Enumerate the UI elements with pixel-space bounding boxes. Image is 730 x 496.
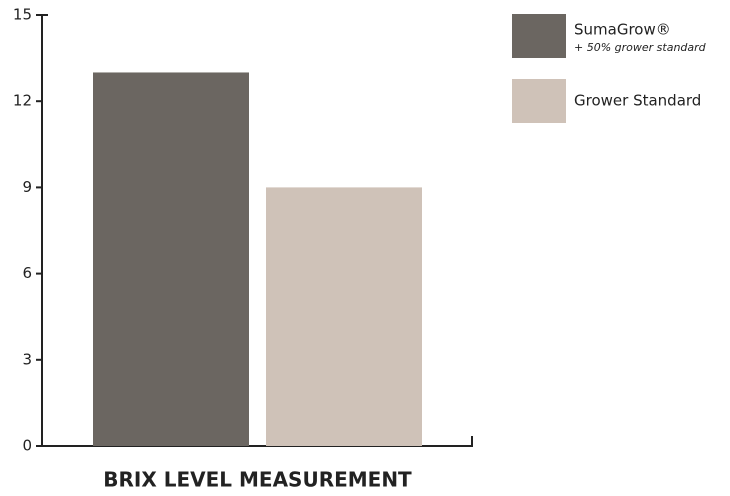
- y-tick-label: 12: [13, 92, 32, 110]
- legend-label: SumaGrow®: [574, 21, 671, 39]
- legend-label: Grower Standard: [574, 92, 701, 110]
- bar: [93, 72, 249, 446]
- legend-swatch: [512, 79, 566, 123]
- y-tick-label: 15: [13, 6, 32, 24]
- bar: [266, 187, 422, 446]
- y-tick-label: 3: [22, 350, 32, 368]
- y-tick-label: 0: [22, 437, 32, 455]
- legend-swatch: [512, 14, 566, 58]
- y-tick-label: 6: [22, 264, 32, 282]
- x-tick-label: BRIX LEVEL MEASUREMENT: [103, 468, 412, 492]
- legend-note: + 50% grower standard: [574, 41, 707, 54]
- y-tick-label: 9: [22, 178, 32, 196]
